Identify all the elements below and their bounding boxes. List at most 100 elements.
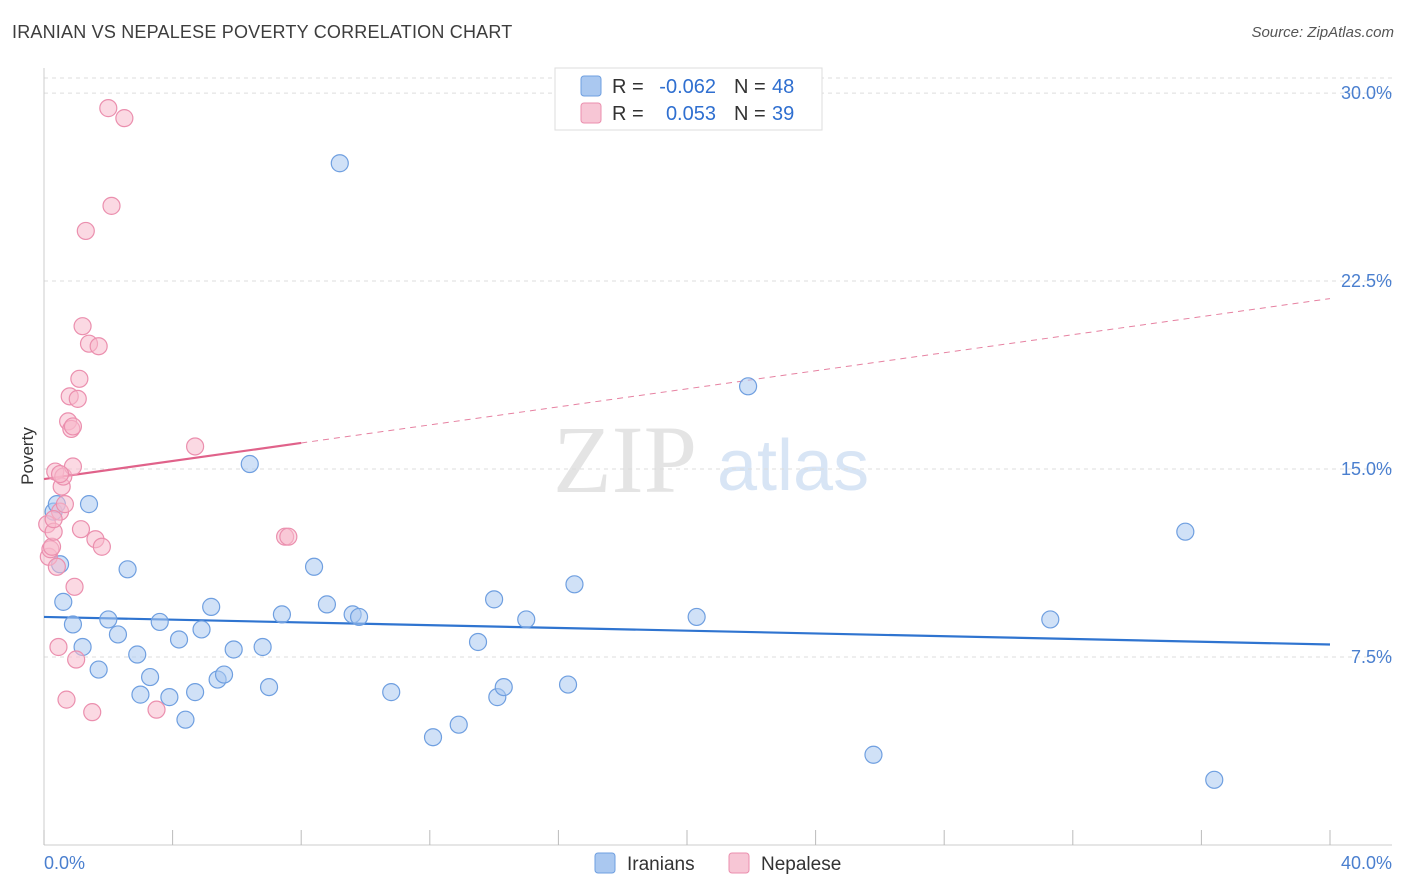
y-tick-labels: 7.5% 15.0% 22.5% 30.0% xyxy=(1341,83,1392,667)
data-points xyxy=(38,99,1224,789)
legend-n-label-nepalese: N = xyxy=(734,103,766,125)
point-iranians-18 xyxy=(186,683,205,702)
point-nepalese-27 xyxy=(89,337,108,356)
point-nepalese-6 xyxy=(47,557,66,576)
point-nepalese-23 xyxy=(76,221,95,241)
trend-line-iranians xyxy=(43,615,1331,646)
point-iranians-20 xyxy=(202,597,221,616)
source-label: Source: ZipAtlas.com xyxy=(1251,24,1394,41)
correlation-legend: R = -0.062 N = 48 R = 0.053 N = 39 xyxy=(554,67,823,131)
point-iranians-9 xyxy=(108,625,128,644)
y-tick-label-2: 22.5% xyxy=(1341,271,1392,291)
legend-r-label-nepalese: R = xyxy=(612,103,644,125)
point-nepalese-29 xyxy=(99,99,118,118)
point-iranians-12 xyxy=(131,685,150,704)
y-tick-label-1: 15.0% xyxy=(1341,459,1392,479)
point-iranians-48 xyxy=(1205,770,1224,789)
point-iranians-47 xyxy=(1176,522,1195,541)
point-iranians-35 xyxy=(449,715,468,734)
point-iranians-41 xyxy=(558,675,578,694)
point-nepalese-25 xyxy=(83,703,102,722)
point-nepalese-12 xyxy=(57,690,76,709)
y-tick-label-3: 30.0% xyxy=(1341,83,1392,103)
point-nepalese-11 xyxy=(55,495,74,514)
point-iranians-34 xyxy=(423,728,443,747)
point-iranians-37 xyxy=(485,590,504,609)
legend-n-iranians: 48 xyxy=(772,76,794,98)
point-nepalese-20 xyxy=(70,369,89,388)
point-nepalese-17 xyxy=(65,577,84,596)
point-iranians-29 xyxy=(317,595,337,614)
point-iranians-33 xyxy=(382,683,401,702)
point-iranians-8 xyxy=(99,610,118,629)
point-iranians-16 xyxy=(169,630,189,649)
legend-r-nepalese: 0.053 xyxy=(666,103,716,125)
point-iranians-30 xyxy=(330,154,349,173)
legend-swatch-nepalese xyxy=(580,102,602,124)
chart-title: IRANIAN VS NEPALESE POVERTY CORRELATION … xyxy=(12,22,513,42)
point-iranians-25 xyxy=(253,637,272,657)
bottom-legend-swatch-iranians xyxy=(594,852,616,874)
legend-r-iranians: -0.062 xyxy=(659,76,716,98)
x-tick-label-min: 0.0% xyxy=(44,853,85,873)
point-nepalese-38 xyxy=(63,417,83,436)
point-iranians-10 xyxy=(118,560,137,579)
point-nepalese-35 xyxy=(279,527,298,546)
point-iranians-19 xyxy=(192,620,211,639)
point-iranians-5 xyxy=(79,495,99,514)
bottom-legend-swatch-nepalese xyxy=(728,852,750,874)
y-axis-label: Poverty xyxy=(18,427,37,485)
legend-r-label-iranians: R = xyxy=(612,76,644,98)
point-iranians-23 xyxy=(224,640,243,659)
point-nepalese-30 xyxy=(102,196,121,215)
point-iranians-40 xyxy=(517,610,536,629)
y-tick-label-0: 7.5% xyxy=(1351,647,1392,667)
point-nepalese-37 xyxy=(50,464,70,484)
point-iranians-11 xyxy=(128,645,147,664)
point-iranians-28 xyxy=(304,557,324,576)
point-nepalese-31 xyxy=(115,109,134,128)
x-tick-label-max: 40.0% xyxy=(1341,853,1392,873)
legend-n-nepalese: 39 xyxy=(772,103,794,125)
point-iranians-4 xyxy=(63,615,83,634)
point-iranians-13 xyxy=(140,667,160,687)
point-iranians-39 xyxy=(494,677,513,697)
point-iranians-45 xyxy=(864,745,883,764)
point-nepalese-21 xyxy=(71,520,91,539)
point-nepalese-32 xyxy=(147,700,166,719)
trend-line-extension-nepalese xyxy=(301,298,1331,444)
point-iranians-36 xyxy=(468,632,488,652)
point-iranians-26 xyxy=(259,677,279,697)
point-iranians-42 xyxy=(565,575,584,594)
point-nepalese-33 xyxy=(186,437,205,456)
point-nepalese-28 xyxy=(92,537,111,556)
series-legend: Iranians Nepalese xyxy=(594,852,841,875)
point-nepalese-36 xyxy=(44,510,63,529)
bottom-legend-label-nepalese: Nepalese xyxy=(761,854,841,875)
trend-lines xyxy=(43,298,1331,646)
point-nepalese-3 xyxy=(42,537,62,556)
bottom-legend-label-iranians: Iranians xyxy=(627,854,695,875)
point-nepalese-19 xyxy=(68,389,87,408)
point-nepalese-22 xyxy=(73,317,92,336)
x-ticks xyxy=(43,830,1331,845)
point-iranians-32 xyxy=(349,607,369,627)
watermark: ZIP atlas xyxy=(553,406,869,513)
point-iranians-14 xyxy=(150,612,169,632)
watermark-atlas: atlas xyxy=(717,426,869,506)
point-iranians-43 xyxy=(687,607,706,627)
legend-n-label-iranians: N = xyxy=(734,76,766,98)
point-iranians-27 xyxy=(272,605,292,624)
point-iranians-15 xyxy=(160,688,179,707)
point-iranians-3 xyxy=(54,592,73,611)
point-iranians-24 xyxy=(240,454,259,474)
point-iranians-17 xyxy=(176,710,195,729)
point-iranians-44 xyxy=(738,377,758,396)
point-nepalese-18 xyxy=(67,650,86,669)
legend-swatch-iranians xyxy=(580,75,602,97)
grid-lines xyxy=(44,77,1392,658)
point-iranians-7 xyxy=(89,660,108,679)
point-nepalese-7 xyxy=(49,637,68,657)
point-iranians-22 xyxy=(214,665,234,684)
